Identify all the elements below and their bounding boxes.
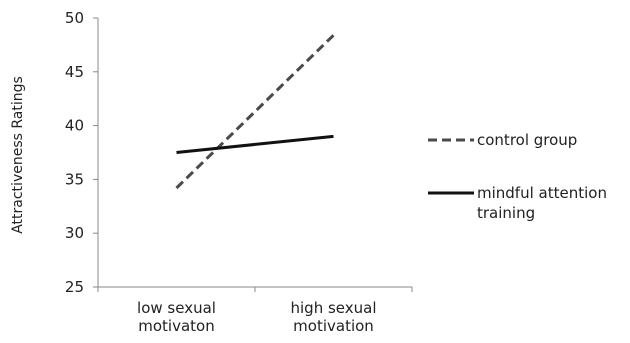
series-line [176,134,334,154]
legend-label-line: training [477,204,535,222]
series-lines [175,34,335,190]
x-tick-label-line: low sexual [137,299,216,317]
y-tick-label: 45 [65,63,84,81]
x-tick-label: high sexual motivation [291,299,377,335]
y-axis-title: Attractiveness Ratings [10,76,26,234]
legend: control group mindful attention training [428,131,607,222]
y-tick-label: 35 [65,170,84,188]
series-line [175,34,335,190]
legend-label-line: mindful attention [477,184,607,202]
x-tick-label: low sexual motivaton [137,299,216,335]
axes [97,18,412,288]
x-ticks: low sexual motivaton high sexual motivation [97,287,413,335]
y-tick-label: 25 [65,278,84,296]
x-tick-label-line: motivaton [138,317,214,335]
x-tick-label-line: motivation [293,317,374,335]
y-tick-label: 50 [65,9,84,27]
y-tick-label: 30 [65,224,84,242]
legend-label: control group [477,131,577,149]
x-tick-label-line: high sexual [291,299,377,317]
y-tick-label: 40 [65,117,84,135]
y-ticks: 25 30 35 40 45 50 [65,9,98,296]
legend-label-line: control group [477,131,577,149]
legend-label: mindful attention training [477,184,607,222]
